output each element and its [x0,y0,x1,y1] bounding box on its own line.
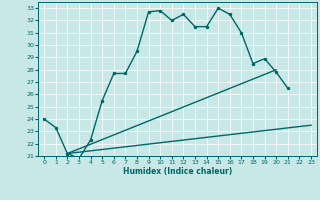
X-axis label: Humidex (Indice chaleur): Humidex (Indice chaleur) [123,167,232,176]
